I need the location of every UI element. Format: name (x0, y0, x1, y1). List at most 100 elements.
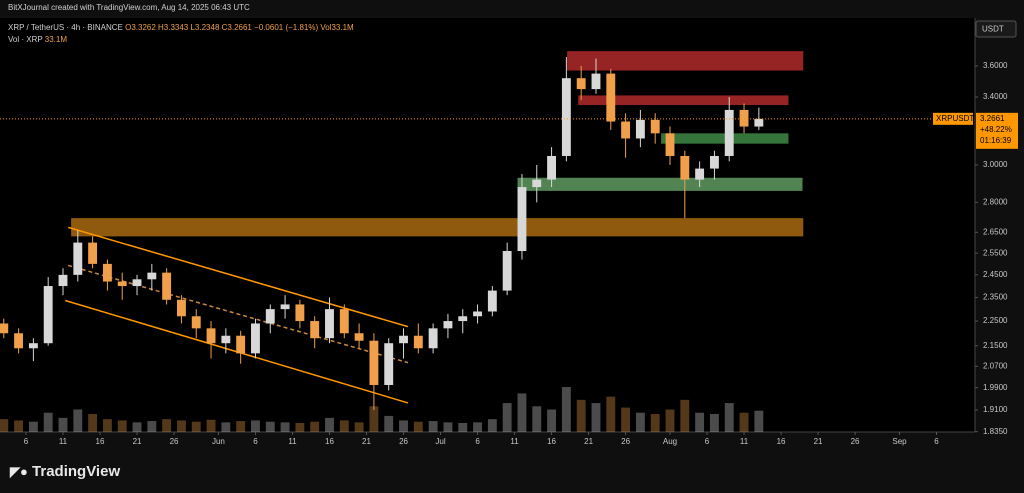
x-tick-label: 26 (851, 437, 860, 446)
volume-bar (14, 420, 24, 432)
symbol-line: XRP / TetherUS · 4h · BINANCE O3.3262 H3… (8, 23, 354, 32)
candle-body (73, 242, 83, 275)
volume-bar (102, 419, 112, 432)
volume-bar (621, 407, 631, 432)
x-tick-label: 6 (24, 437, 29, 446)
volume-bar (399, 420, 408, 432)
candle-body (147, 272, 157, 280)
x-tick-label: 21 (584, 437, 593, 446)
y-tick-label: 3.0000 (983, 160, 1008, 169)
candle-body (354, 333, 364, 341)
vol-value: 33.1M (44, 35, 68, 44)
x-tick-label: 6 (934, 437, 939, 446)
volume-bar (606, 396, 616, 432)
currency: USDT (982, 25, 1004, 34)
candle-body (443, 321, 453, 329)
candle-body (428, 328, 438, 349)
volume-bar (384, 415, 394, 432)
volume-bar (724, 403, 734, 432)
x-tick-label: 16 (325, 437, 334, 446)
volume-bar (176, 420, 186, 432)
volume-bar (325, 417, 334, 432)
y-tick-label: 2.4500 (983, 270, 1008, 279)
volume-bar (206, 419, 216, 432)
y-tick-label: 2.2500 (983, 316, 1008, 325)
volume-bar (428, 421, 438, 432)
price-box (976, 112, 1018, 149)
volume-bar (739, 412, 749, 432)
candle-body (28, 343, 38, 349)
candle-body (0, 323, 9, 334)
candle-body (295, 304, 305, 322)
volume-bar (754, 410, 764, 432)
candle-body (665, 133, 675, 156)
x-tick-label: 11 (510, 437, 519, 446)
zone (517, 177, 803, 191)
candle-body (754, 118, 764, 127)
volume-bar (310, 421, 320, 432)
currency-box[interactable] (975, 20, 1017, 38)
volume-bar (117, 420, 127, 432)
candle-body (680, 155, 690, 180)
volume-bar (502, 403, 512, 432)
volume-bar (295, 423, 305, 432)
y-tick-label: 3.6000 (983, 61, 1008, 70)
volume-bar (369, 406, 379, 432)
y-tick-label: 1.9900 (983, 383, 1008, 392)
volume-bar (162, 419, 172, 432)
x-tick-label: 11 (288, 437, 297, 446)
candle-body (561, 78, 571, 156)
zone (567, 51, 804, 71)
price-name-box (933, 112, 973, 125)
candle-body (547, 155, 557, 180)
candle-body (280, 304, 290, 310)
candle-body (709, 155, 719, 169)
volume-bar (709, 414, 719, 432)
x-tick-label: 16 (96, 437, 105, 446)
candle-body (206, 328, 216, 344)
volume-bar (591, 403, 601, 432)
volume-bar (132, 422, 142, 432)
volume-bar (576, 399, 586, 432)
candle-body (117, 281, 127, 287)
volume-bar (43, 412, 53, 432)
candle-body (325, 309, 334, 339)
x-tick-label: 26 (170, 437, 179, 446)
x-tick-label: 21 (133, 437, 142, 446)
volume-bar (547, 409, 557, 432)
volume-bar (680, 399, 690, 432)
candle-body (191, 316, 201, 329)
candle-body (413, 335, 423, 349)
volume-bar (251, 420, 260, 432)
x-tick-label: 11 (740, 437, 749, 446)
candle-body (310, 321, 320, 339)
x-tick-label: 6 (253, 437, 258, 446)
candle-body (650, 119, 660, 134)
candle-body (502, 251, 512, 291)
y-tick-label: 2.0700 (983, 361, 1008, 370)
candle-body (88, 242, 98, 264)
candle-body (339, 309, 349, 334)
candle-body (724, 109, 734, 156)
volume-bar (413, 421, 423, 432)
x-tick-label: 26 (621, 437, 630, 446)
ohlc: O3.3262 H3.3343 L3.2348 C3.2661 −0.0601 … (125, 23, 354, 32)
y-tick-label: 1.9100 (983, 405, 1008, 414)
candle-body (384, 343, 394, 385)
candle-body (132, 279, 142, 287)
price-change: +48.22% (980, 125, 1012, 134)
volume-bar (665, 409, 675, 432)
candle-body (635, 119, 645, 139)
volume-bar (487, 419, 497, 432)
volume-bar (532, 406, 542, 432)
volume-bar (58, 417, 68, 432)
candle-body (221, 335, 231, 344)
candle-body (621, 121, 631, 139)
credit: BitXJournal created with TradingView.com… (8, 3, 250, 12)
y-tick-label: 2.1500 (983, 341, 1008, 350)
x-tick-label: 21 (362, 437, 371, 446)
volume-bar (517, 393, 527, 432)
candle-body (473, 311, 482, 317)
x-tick-label: 11 (59, 437, 68, 446)
